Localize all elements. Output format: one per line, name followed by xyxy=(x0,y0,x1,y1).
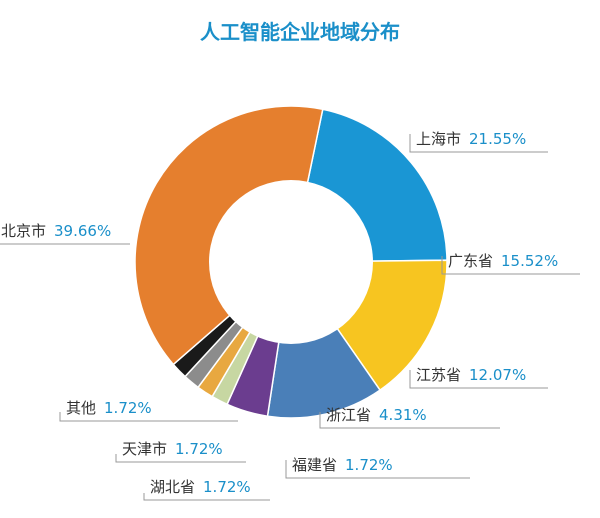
slice-label: 湖北省 1.72% xyxy=(150,478,251,496)
slice-percentage: 1.72% xyxy=(345,456,393,474)
slice-percentage: 15.52% xyxy=(501,252,558,270)
leader-line xyxy=(59,412,238,422)
leader-line xyxy=(319,412,500,429)
slice-label: 天津市 1.72% xyxy=(122,440,223,458)
leader-line xyxy=(409,370,548,389)
slice-percentage: 39.66% xyxy=(54,222,111,240)
donut-hole xyxy=(209,180,373,344)
slice-label: 广东省 15.52% xyxy=(448,252,558,270)
slice-label: 江苏省 12.07% xyxy=(416,366,526,384)
slice-name: 上海市 xyxy=(416,130,461,148)
slice-name: 其他 xyxy=(66,399,96,417)
slice-name: 湖北省 xyxy=(150,478,195,496)
slice-name: 江苏省 xyxy=(416,366,461,384)
leader-line xyxy=(441,256,580,275)
slice-percentage: 1.72% xyxy=(175,440,223,458)
slice-name: 天津市 xyxy=(122,440,167,458)
leader-line xyxy=(285,460,470,479)
slice-percentage: 21.55% xyxy=(469,130,526,148)
slice-label: 上海市 21.55% xyxy=(416,130,526,148)
slice-name: 北京市 xyxy=(1,222,46,240)
slice-name: 福建省 xyxy=(292,456,337,474)
chart-title: 人工智能企业地域分布 xyxy=(200,20,400,44)
slice-percentage: 1.72% xyxy=(203,478,251,496)
slice-percentage: 4.31% xyxy=(379,406,427,424)
slice-label: 浙江省 4.31% xyxy=(326,406,427,424)
slice-percentage: 12.07% xyxy=(469,366,526,384)
slice-name: 浙江省 xyxy=(326,406,371,424)
leader-line xyxy=(409,134,548,153)
slice-label: 其他 1.72% xyxy=(66,399,152,417)
slice-label: 北京市 39.66% xyxy=(1,222,111,240)
slice-percentage: 1.72% xyxy=(104,399,152,417)
slice-label: 福建省 1.72% xyxy=(292,456,393,474)
slice-name: 广东省 xyxy=(448,252,493,270)
leader-line xyxy=(115,454,246,463)
leader-line xyxy=(143,493,270,501)
